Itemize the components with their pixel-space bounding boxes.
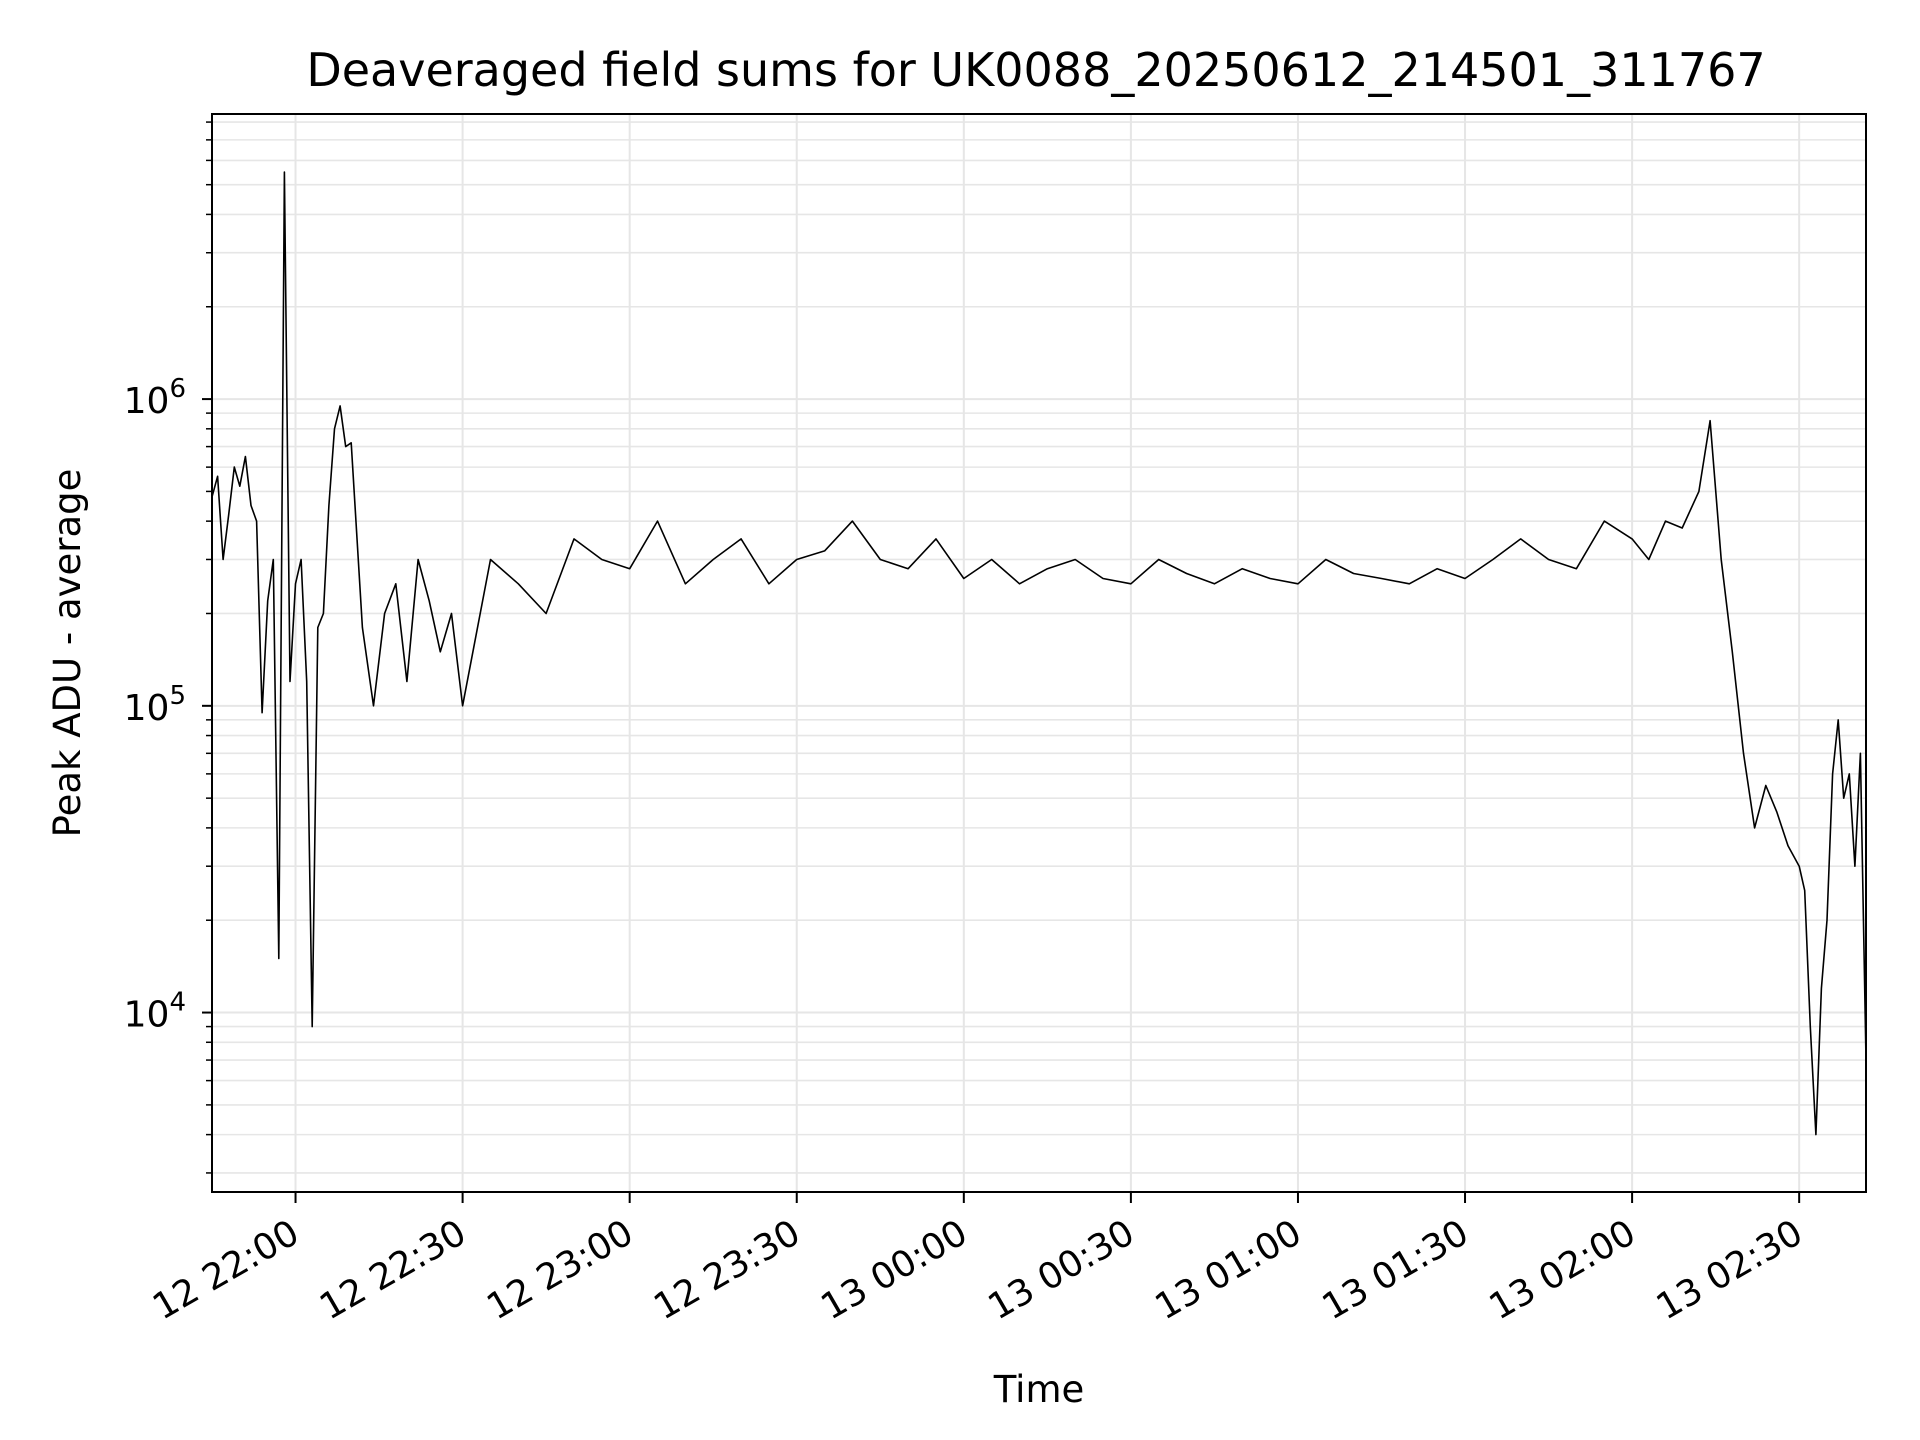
- axes-frame: [211, 113, 1867, 1193]
- y-axis: 104 105 106: [124, 121, 212, 1174]
- grid: [212, 114, 1866, 1192]
- y-tick-label: 104: [124, 988, 186, 1036]
- y-tick-label: 105: [124, 681, 186, 729]
- x-axis-label: Time: [993, 1368, 1085, 1411]
- y-axis-label: Peak ADU - average: [46, 469, 89, 838]
- plot-area: [211, 171, 1867, 1136]
- y-tick-label: 106: [124, 374, 186, 422]
- chart-title: Deaveraged field sums for UK0088_2025061…: [306, 43, 1765, 97]
- series-line: [211, 171, 1867, 1136]
